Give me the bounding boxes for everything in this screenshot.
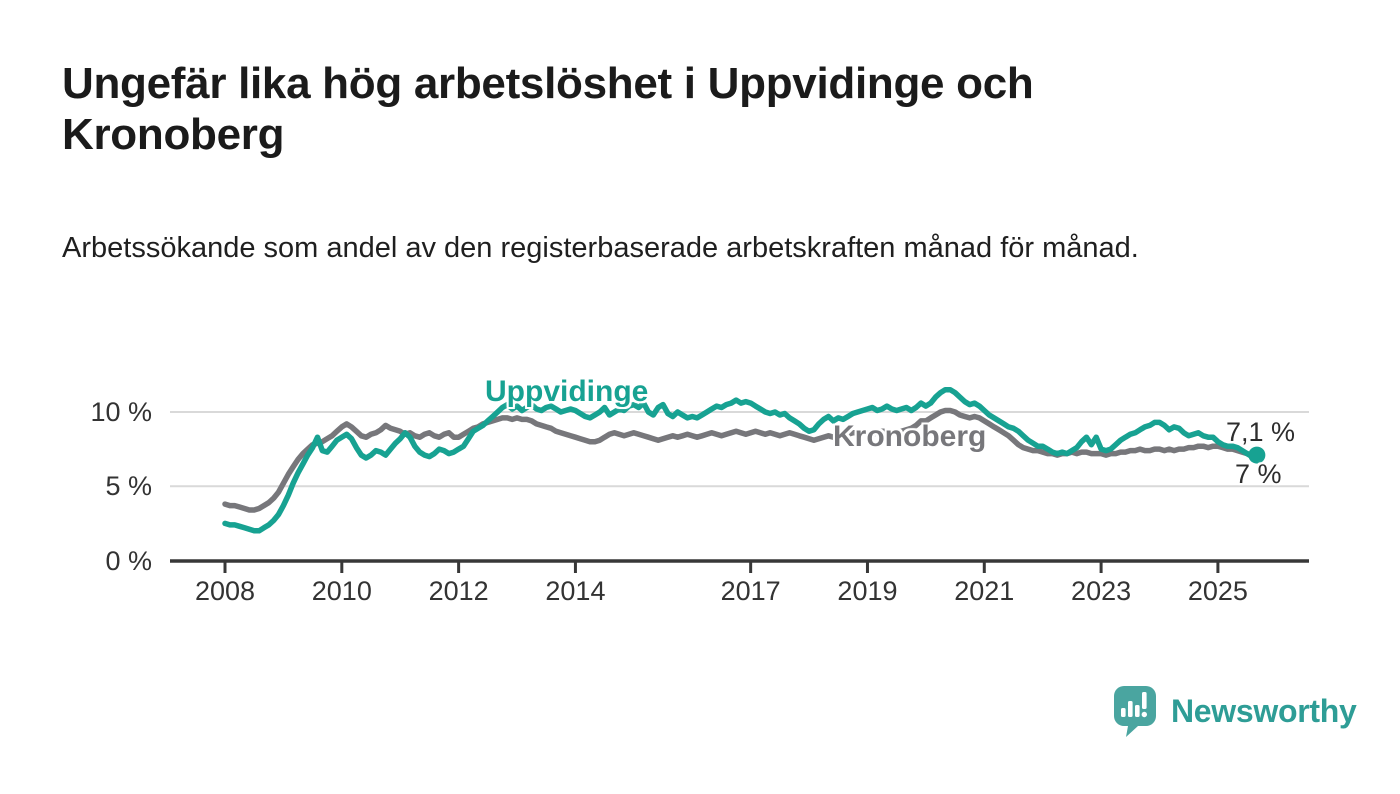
x-tick-label-2012: 2012 xyxy=(428,576,489,606)
newsworthy-logo-icon xyxy=(1114,686,1156,737)
y-tick-label-10: 10 % xyxy=(90,397,152,427)
y-tick-label-0: 0 % xyxy=(105,545,152,576)
series-label-uppvidinge: Uppvidinge xyxy=(485,375,649,408)
end-dot-uppvidinge xyxy=(1248,446,1266,464)
newsworthy-logo-text: Newsworthy xyxy=(1171,692,1357,729)
newsworthy-logo: Newsworthy xyxy=(1112,684,1357,738)
x-tick-label-2019: 2019 xyxy=(837,576,898,606)
series-label-kronoberg: Kronoberg xyxy=(833,420,987,453)
x-tick-label-2010: 2010 xyxy=(311,576,372,606)
x-tick-label-2025: 2025 xyxy=(1187,576,1248,606)
x-tick-label-2014: 2014 xyxy=(545,576,606,606)
page-title: Ungefär lika hög arbetslöshet i Uppvidin… xyxy=(62,59,1034,160)
end-value-label-kronoberg: 7 % xyxy=(1235,459,1282,489)
line-uppvidinge xyxy=(222,386,1260,534)
line-kronoberg xyxy=(222,407,1260,513)
page-subtitle: Arbetssökande som andel av den registerb… xyxy=(62,232,1139,264)
x-tick-label-2021: 2021 xyxy=(954,576,1015,606)
x-tick-label-2023: 2023 xyxy=(1071,576,1132,606)
x-tick-label-2017: 2017 xyxy=(720,576,781,606)
end-value-label-uppvidinge: 7,1 % xyxy=(1226,417,1296,447)
y-tick-label-5: 5 % xyxy=(105,471,152,502)
x-tick-label-2008: 2008 xyxy=(194,576,256,606)
